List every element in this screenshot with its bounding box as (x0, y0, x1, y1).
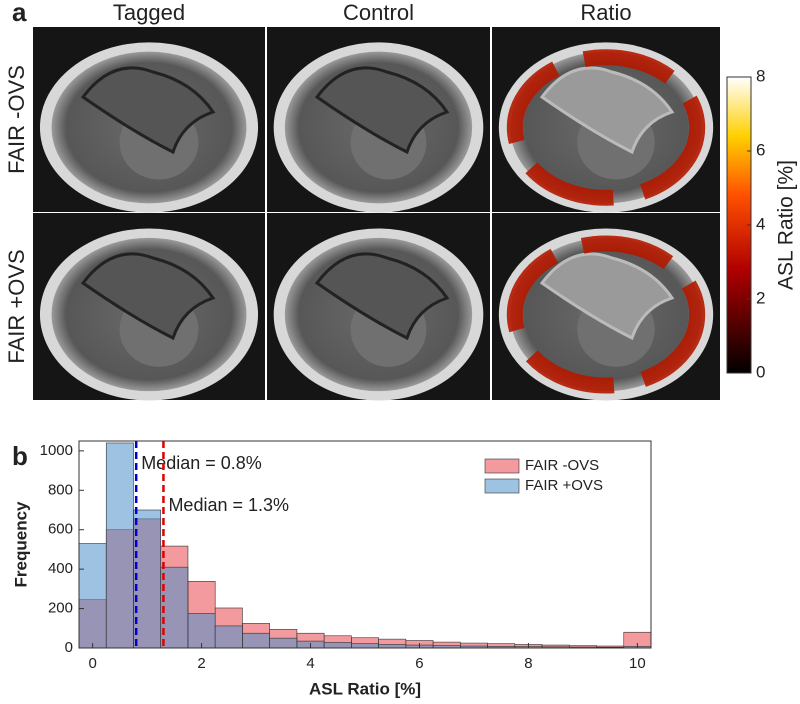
median-label: Median = 1.3% (168, 495, 289, 515)
colorbar-tick-label: 4 (756, 214, 765, 233)
organ-outline (314, 252, 450, 341)
organ-outline (80, 66, 216, 155)
legend-swatch (484, 478, 520, 494)
histogram-bar (351, 643, 379, 649)
x-tick-label: 0 (88, 655, 96, 672)
histogram-bar (242, 632, 270, 649)
histogram-bar (269, 637, 298, 649)
x-tick-label: 8 (524, 655, 532, 672)
x-tick-label: 4 (306, 655, 314, 672)
organ-outline (539, 66, 675, 155)
colorbar-tick-label: 6 (756, 140, 765, 159)
legend-swatch (484, 458, 520, 474)
organ-outline (314, 66, 450, 155)
row-title: FAIR +OVS (4, 249, 29, 363)
histogram-bar (78, 543, 107, 649)
y-tick-label: 1000 (40, 442, 73, 459)
y-tick-label: 800 (48, 481, 73, 498)
legend-label: FAIR -OVS (525, 457, 599, 474)
y-tick-label: 0 (65, 639, 73, 656)
histogram-bar (323, 642, 352, 649)
histogram-bar (160, 566, 189, 649)
colorbar-label: ASL Ratio [%] (775, 160, 798, 290)
x-axis-label: ASL Ratio [%] (309, 679, 421, 698)
y-tick-label: 400 (48, 560, 73, 577)
histogram-bar (187, 613, 216, 649)
colorbar-tick-label: 8 (756, 66, 765, 85)
x-tick-label: 6 (415, 655, 423, 672)
column-title: Control (343, 0, 414, 25)
colorbar-tick-label: 0 (756, 362, 765, 381)
legend-label: FAIR +OVS (525, 477, 603, 494)
x-tick-label: 10 (629, 655, 646, 672)
panel-label: a (12, 0, 27, 27)
y-tick-label: 200 (48, 600, 73, 617)
histogram-bar (133, 509, 162, 649)
histogram-bar (214, 625, 243, 649)
panel-label: b (12, 441, 28, 471)
histogram-bar (105, 442, 134, 649)
row-title: FAIR -OVS (4, 65, 29, 174)
median-label: Median = 0.8% (141, 453, 262, 473)
organ-outline (80, 252, 216, 341)
image-grid (33, 27, 720, 401)
x-tick-label: 2 (197, 655, 205, 672)
organ-outline (539, 252, 675, 341)
ratio-overlay (506, 49, 706, 206)
column-title: Tagged (113, 0, 185, 25)
axes-box (78, 440, 652, 649)
ratio-overlay (506, 235, 706, 394)
y-tick-label: 600 (48, 521, 73, 538)
colorbar-tick-label: 2 (756, 288, 765, 307)
histogram-bar (378, 644, 407, 649)
y-axis-label: Frequency (11, 501, 30, 588)
column-title: Ratio (580, 0, 631, 25)
